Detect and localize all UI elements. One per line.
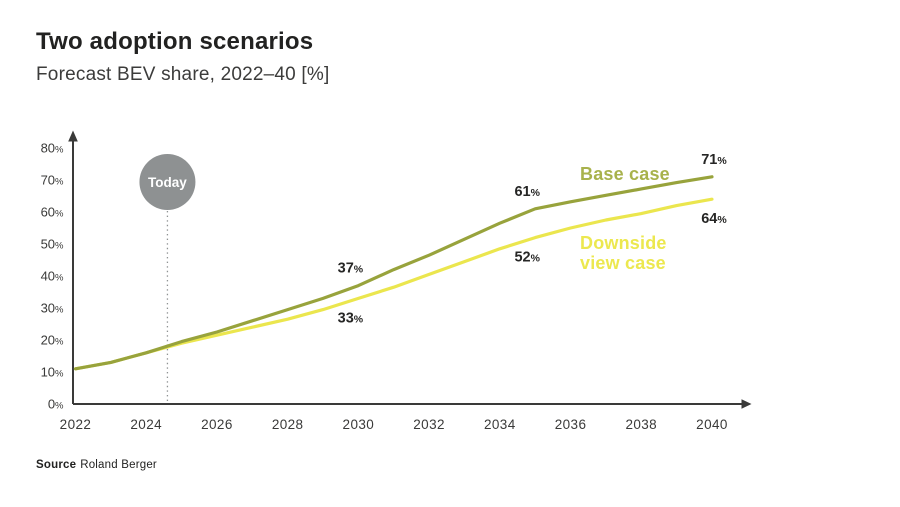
today-label: Today: [148, 175, 187, 190]
base-case-series-label: Base case: [580, 164, 670, 184]
x-tick-label: 2038: [625, 417, 657, 432]
y-tick-label: 50%: [41, 237, 64, 252]
y-tick-label: 40%: [41, 269, 64, 284]
data-point-label: 71%: [701, 152, 727, 168]
y-axis-arrow-icon: [68, 130, 78, 142]
downside-series-label: view case: [580, 253, 666, 273]
x-tick-label: 2024: [130, 417, 162, 432]
source-note: Source Roland Berger: [36, 459, 157, 471]
page-subtitle: Forecast BEV share, 2022–40 [%]: [36, 64, 330, 85]
y-tick-label: 30%: [41, 301, 64, 316]
y-tick-label: 70%: [41, 173, 64, 188]
y-tick-label: 80%: [41, 141, 64, 156]
x-tick-label: 2026: [201, 417, 233, 432]
x-tick-label: 2030: [343, 417, 375, 432]
y-tick-label: 20%: [41, 333, 64, 348]
slide-header: Two adoption scenarios Forecast BEV shar…: [36, 28, 329, 86]
downside-series-label: Downside: [580, 233, 667, 253]
x-tick-label: 2036: [555, 417, 587, 432]
y-tick-label: 10%: [41, 365, 64, 380]
data-point-label: 52%: [514, 250, 540, 266]
x-tick-label: 2032: [413, 417, 445, 432]
source-text: Roland Berger: [80, 459, 157, 471]
y-tick-label: 0%: [48, 397, 64, 412]
data-point-label: 37%: [338, 261, 364, 277]
data-point-label: 33%: [338, 310, 364, 326]
data-point-label: 64%: [701, 211, 727, 227]
base-case-line: [73, 175, 714, 371]
data-point-label: 61%: [514, 184, 540, 200]
x-tick-label: 2028: [272, 417, 304, 432]
x-tick-label: 2040: [696, 417, 728, 432]
x-tick-label: 2034: [484, 417, 516, 432]
y-tick-label: 60%: [41, 205, 64, 220]
source-label: Source: [36, 459, 77, 471]
today-marker: [139, 154, 196, 210]
x-tick-label: 2022: [60, 417, 92, 432]
page-title: Two adoption scenarios: [36, 28, 314, 55]
x-axis-arrow-icon: [741, 399, 752, 409]
